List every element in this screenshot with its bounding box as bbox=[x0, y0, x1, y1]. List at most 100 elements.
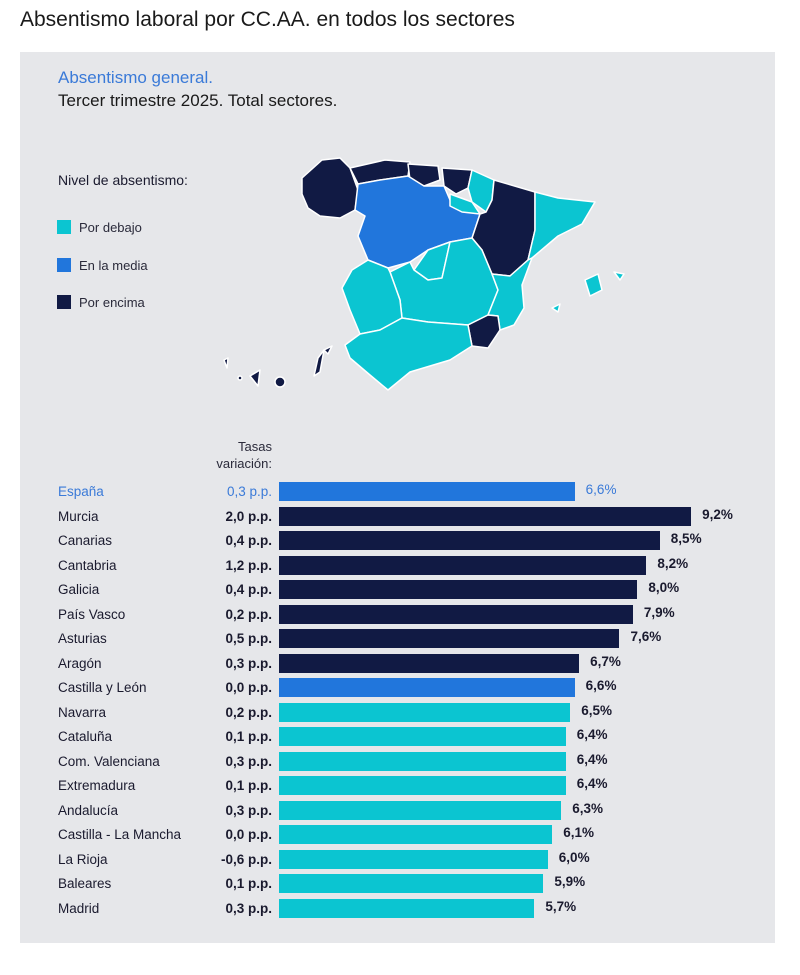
legend-label: Por debajo bbox=[79, 219, 142, 235]
bar bbox=[279, 898, 535, 918]
variation-label: -0,6 p.p. bbox=[220, 851, 272, 867]
page-title: Absentismo laboral por CC.AA. en todos l… bbox=[20, 8, 515, 31]
variation-label: 0,2 p.p. bbox=[225, 606, 272, 622]
region-la-rioja bbox=[449, 193, 481, 215]
bar bbox=[279, 874, 544, 893]
region-canarias-tenerife bbox=[249, 369, 261, 387]
region-pais-vasco bbox=[441, 167, 473, 195]
bar bbox=[279, 653, 580, 673]
legend-label: En la media bbox=[79, 257, 148, 273]
variation-label: 0,3 p.p. bbox=[225, 655, 272, 671]
variation-label: 0,3 p.p. bbox=[226, 484, 272, 499]
category-label: Murcia bbox=[58, 508, 99, 524]
value-label: 9,2% bbox=[702, 506, 733, 522]
region-canarias-gran-canaria bbox=[274, 376, 286, 388]
legend-swatch-average bbox=[57, 258, 71, 272]
value-label: 5,9% bbox=[554, 874, 586, 889]
legend-title: Nivel de absentismo: bbox=[58, 172, 188, 188]
category-label: Galicia bbox=[58, 582, 100, 597]
value-label: 6,4% bbox=[576, 751, 608, 767]
bar bbox=[279, 604, 633, 624]
category-label: Canarias bbox=[58, 533, 113, 548]
region-baleares bbox=[584, 273, 603, 297]
category-label: Cataluña bbox=[58, 729, 113, 744]
region-galicia bbox=[301, 157, 359, 219]
variation-label: 0,4 p.p. bbox=[225, 582, 272, 597]
bar bbox=[279, 702, 571, 722]
region-baleares-ibiza bbox=[551, 303, 561, 313]
variation-label: 0,0 p.p. bbox=[225, 827, 272, 842]
region-canarias-fuerteventura bbox=[313, 349, 325, 377]
variation-label: 0,3 p.p. bbox=[225, 753, 272, 769]
variation-label: 2,0 p.p. bbox=[225, 508, 272, 524]
region-cataluna bbox=[527, 191, 596, 261]
variation-label: 0,1 p.p. bbox=[225, 876, 272, 891]
value-label: 8,0% bbox=[648, 580, 680, 595]
chart-subtitle: Absentismo general. bbox=[58, 68, 213, 87]
category-label: Asturias bbox=[58, 631, 107, 646]
value-label: 6,6% bbox=[585, 482, 617, 497]
value-label: 8,2% bbox=[657, 555, 689, 571]
variation-column-header: Tasas variación: bbox=[216, 439, 272, 471]
legend-swatch-above bbox=[57, 295, 71, 309]
region-canarias-gomera bbox=[237, 375, 243, 381]
value-label: 6,4% bbox=[576, 727, 608, 742]
category-label: Navarra bbox=[58, 704, 107, 720]
variation-label: 0,0 p.p. bbox=[225, 680, 272, 695]
variation-label: 0,1 p.p. bbox=[225, 778, 272, 793]
bar bbox=[279, 555, 647, 575]
category-label: España bbox=[58, 484, 104, 499]
bar bbox=[279, 825, 553, 844]
variation-label: 0,3 p.p. bbox=[225, 802, 272, 818]
value-label: 6,7% bbox=[590, 653, 621, 669]
bar bbox=[279, 776, 566, 795]
category-label: Madrid bbox=[58, 900, 100, 916]
legend-item-above: Por encima bbox=[57, 294, 145, 310]
legend-swatch-below bbox=[57, 220, 71, 234]
legend-item-below: Por debajo bbox=[57, 219, 142, 235]
bar bbox=[279, 800, 562, 820]
value-label: 7,9% bbox=[643, 604, 675, 620]
value-label: 6,6% bbox=[585, 678, 617, 693]
bar bbox=[279, 727, 566, 746]
category-label: Castilla - La Mancha bbox=[58, 827, 182, 842]
bar bbox=[279, 506, 692, 526]
region-andalucia bbox=[344, 317, 473, 391]
bar bbox=[279, 580, 638, 599]
value-label: 6,3% bbox=[572, 800, 604, 816]
value-label: 6,1% bbox=[563, 825, 595, 840]
category-label: País Vasco bbox=[58, 606, 126, 622]
variation-label: 0,3 p.p. bbox=[225, 900, 272, 916]
category-label: Cantabria bbox=[58, 557, 117, 573]
value-label: 6,4% bbox=[576, 776, 608, 791]
bar bbox=[279, 629, 620, 648]
region-canarias-lanzarote bbox=[323, 345, 333, 355]
region-canarias-la-palma bbox=[223, 357, 229, 369]
legend-item-average: En la media bbox=[57, 257, 148, 273]
category-label: Extremadura bbox=[58, 778, 136, 793]
category-label: La Rioja bbox=[58, 851, 108, 867]
value-label: 6,0% bbox=[558, 849, 590, 865]
legend-label: Por encima bbox=[79, 294, 145, 310]
value-label: 5,7% bbox=[545, 898, 577, 914]
category-label: Com. Valenciana bbox=[58, 753, 160, 769]
chart-period: Tercer trimestre 2025. Total sectores. bbox=[58, 91, 338, 110]
variation-label: 0,1 p.p. bbox=[225, 729, 272, 744]
variation-label: 0,5 p.p. bbox=[225, 631, 272, 646]
region-baleares-menorca bbox=[613, 271, 625, 281]
bar bbox=[279, 482, 575, 501]
value-label: 6,5% bbox=[581, 702, 612, 718]
bar bbox=[279, 678, 575, 697]
spain-map bbox=[223, 157, 625, 391]
bar bbox=[279, 849, 548, 869]
category-label: Aragón bbox=[58, 655, 102, 671]
bar bbox=[279, 531, 660, 550]
variation-label: 1,2 p.p. bbox=[225, 557, 272, 573]
value-label: 8,5% bbox=[670, 531, 702, 546]
variation-label: 0,4 p.p. bbox=[225, 533, 272, 548]
variation-label: 0,2 p.p. bbox=[225, 704, 272, 720]
category-label: Castilla y León bbox=[58, 680, 147, 695]
value-label: 7,6% bbox=[630, 629, 662, 644]
category-label: Andalucía bbox=[58, 802, 119, 818]
category-label: Baleares bbox=[58, 876, 112, 891]
